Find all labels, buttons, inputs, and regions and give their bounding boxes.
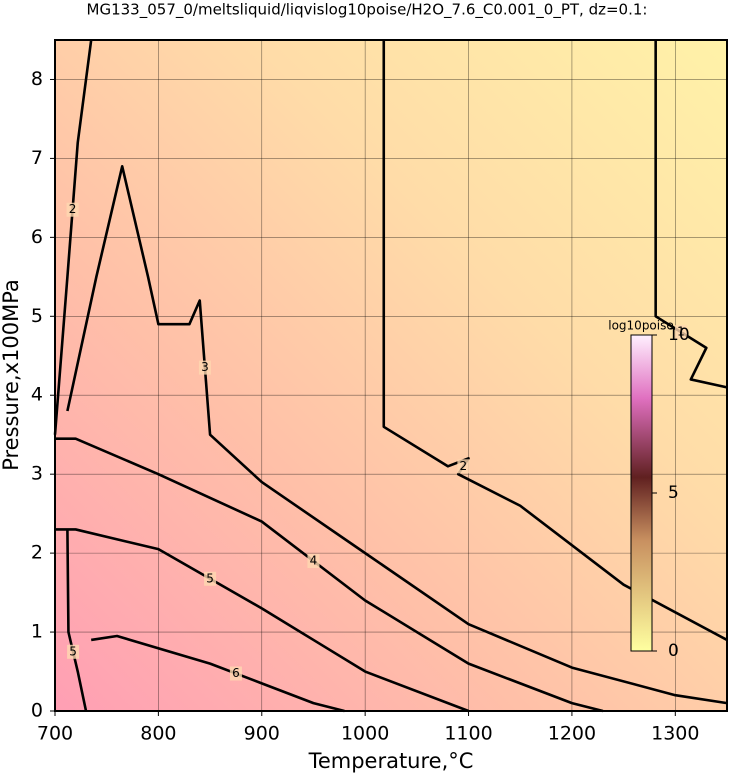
y-tick-label: 0 — [31, 700, 43, 722]
contour-label-bg — [457, 459, 470, 474]
y-tick-label: 4 — [31, 384, 43, 406]
y-tick-label: 1 — [31, 621, 43, 643]
y-tick-label: 5 — [31, 305, 43, 327]
contour-label: 4 — [310, 554, 318, 568]
colorbar-tick-label: 5 — [668, 483, 679, 503]
x-tick-label: 1100 — [444, 723, 492, 745]
y-tick-label: 7 — [31, 147, 43, 169]
x-tick-label: 1200 — [548, 723, 596, 745]
contour-label-bg — [204, 571, 217, 586]
colorbar-ramp — [630, 334, 653, 652]
contour-label: 5 — [206, 571, 214, 585]
y-axis-label: Pressure,x100MPa — [0, 279, 23, 471]
colorbar-tick-label: 10 — [668, 325, 690, 345]
contour-line — [654, 40, 728, 389]
contour-label: 2 — [69, 202, 77, 216]
contour-label: 3 — [201, 360, 209, 374]
contour-label-bg — [229, 666, 242, 681]
colorbar: log10poise 0 5 10 — [608, 319, 689, 662]
contour-label: 5 — [69, 644, 77, 658]
contour-line — [55, 528, 470, 713]
x-axis-label: Temperature,°C — [308, 749, 474, 773]
contours: 1 2 2 3 4 5 5 6 — [53, 39, 728, 713]
x-tick-label: 1000 — [341, 723, 389, 745]
contour-label-bg — [674, 325, 687, 340]
contour-label-bg — [307, 554, 320, 569]
plot-background — [55, 40, 727, 711]
contour-label-bg — [67, 644, 80, 659]
x-tick-label: 800 — [140, 723, 176, 745]
x-tick-label: 1300 — [651, 723, 699, 745]
contour-label: 6 — [232, 666, 240, 680]
plot-frame — [54, 39, 728, 712]
y-tick-label: 3 — [31, 463, 43, 485]
colorbar-tick-label: 0 — [668, 641, 679, 661]
contour-label-bg — [198, 360, 211, 375]
contour-label: 1 — [677, 325, 685, 339]
grid — [54, 40, 727, 712]
colorbar-label: log10poise — [608, 319, 674, 333]
contour-label: 2 — [460, 459, 468, 473]
x-tick-label: 700 — [37, 723, 73, 745]
chart-title: MG133_057_0/meltsliquid/liqvislog10poise… — [87, 1, 648, 20]
y-tick-label: 8 — [31, 68, 43, 90]
y-tick-label: 6 — [31, 226, 43, 248]
y-tick-label: 2 — [31, 542, 43, 564]
contour-label-bg — [66, 202, 79, 217]
x-tick-label: 900 — [244, 723, 280, 745]
